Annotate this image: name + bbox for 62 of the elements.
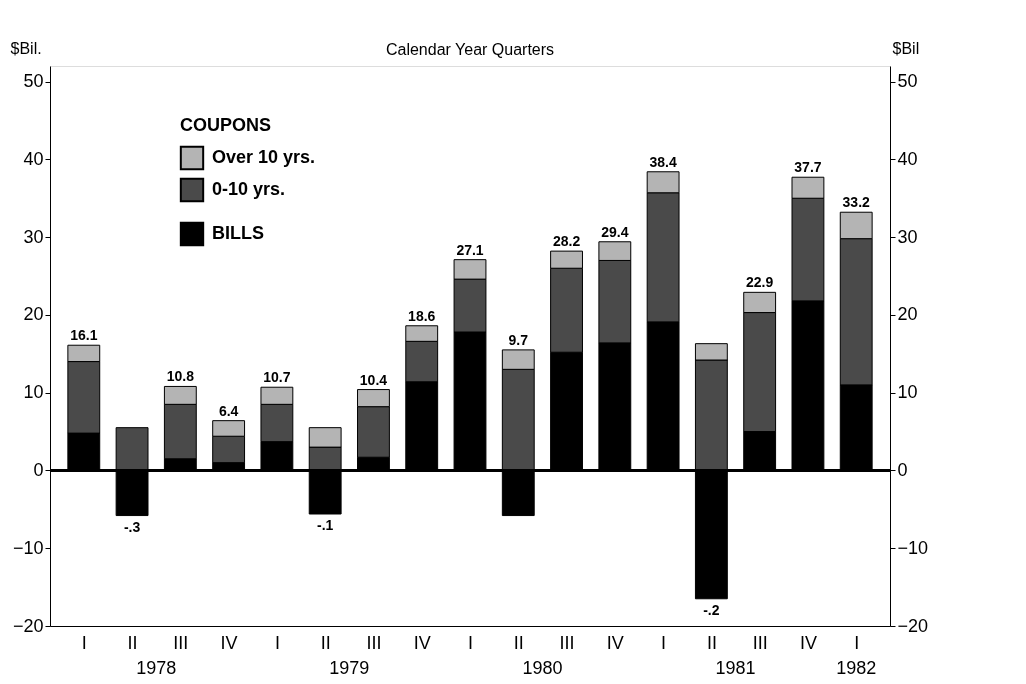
total-label: 27.1 bbox=[456, 241, 484, 258]
x-tick-label: IV bbox=[606, 632, 624, 653]
total-label: 38.4 bbox=[649, 153, 677, 170]
y-tick-label: −20 bbox=[12, 615, 44, 636]
text: 1978 bbox=[136, 658, 177, 678]
total-label: 6.4 bbox=[218, 402, 239, 419]
total-label: 10.8 bbox=[166, 368, 195, 385]
x-tick-label: III bbox=[173, 632, 189, 653]
total-label: 16.1 bbox=[70, 327, 98, 344]
legend-label: BILLS bbox=[212, 223, 264, 243]
text: 1980 bbox=[522, 658, 563, 678]
total-label: -.2 bbox=[703, 601, 720, 618]
x-tick-label: I bbox=[854, 632, 860, 653]
total-label: -.3 bbox=[123, 518, 141, 535]
text: 1979 bbox=[329, 658, 370, 678]
y2-tick-label: −20 bbox=[897, 615, 929, 636]
x-tick-label: II bbox=[706, 632, 717, 653]
total-label: 37.7 bbox=[794, 159, 822, 176]
x-tick-label: IV bbox=[220, 632, 238, 653]
x-tick-label: IV bbox=[799, 632, 817, 653]
total-label: -.1 bbox=[317, 517, 334, 533]
total-label: 10.4 bbox=[359, 371, 388, 388]
x-tick-label: II bbox=[127, 632, 138, 653]
y-tick-label: 10 bbox=[23, 382, 44, 403]
y2-tick-label: 40 bbox=[897, 148, 918, 169]
y2-axis-title: $Bil bbox=[892, 39, 920, 57]
y-axis-title: $Bil. bbox=[10, 39, 42, 57]
legend-label: 0-10 yrs. bbox=[212, 179, 286, 199]
y-tick-label: 20 bbox=[23, 304, 44, 325]
total-label: 33.2 bbox=[842, 194, 871, 211]
y2-tick-label: 0 bbox=[897, 459, 908, 480]
total-label: 22.9 bbox=[746, 274, 774, 291]
x-tick-label: IV bbox=[413, 632, 431, 653]
x-tick-label: II bbox=[513, 632, 524, 653]
chart-title: Calendar Year Quarters bbox=[385, 41, 555, 58]
total-label: 18.6 bbox=[408, 307, 436, 324]
x-tick-label: I bbox=[81, 632, 87, 653]
y2-tick-label: 50 bbox=[897, 71, 918, 92]
text: 1982 bbox=[836, 658, 877, 678]
x-tick-label: I bbox=[467, 632, 474, 653]
total-label: 9.7 bbox=[508, 331, 529, 348]
text: 1981 bbox=[715, 658, 756, 678]
legend-title: COUPONS bbox=[180, 115, 272, 135]
y2-tick-label: 10 bbox=[897, 382, 918, 403]
y-tick-label: 0 bbox=[33, 459, 44, 480]
y-tick-label: 30 bbox=[23, 226, 44, 247]
x-tick-label: III bbox=[559, 632, 575, 653]
total-label: 10.7 bbox=[263, 369, 291, 386]
x-tick-label: III bbox=[366, 632, 382, 653]
legend-label: Over 10 yrs. bbox=[212, 147, 316, 167]
y2-tick-label: 30 bbox=[897, 226, 918, 247]
y-tick-label: 50 bbox=[23, 71, 44, 92]
x-tick-label: I bbox=[661, 632, 667, 653]
x-tick-label: II bbox=[320, 632, 331, 653]
y2-tick-label: 20 bbox=[897, 304, 918, 325]
total-label: 29.4 bbox=[601, 223, 629, 240]
y2-tick-label: −10 bbox=[897, 537, 929, 558]
y-tick-label: 40 bbox=[23, 148, 44, 169]
y-tick-label: −10 bbox=[12, 537, 44, 558]
x-tick-label: I bbox=[274, 632, 280, 653]
x-tick-label: III bbox=[752, 632, 768, 653]
total-label: 28.2 bbox=[552, 233, 581, 250]
